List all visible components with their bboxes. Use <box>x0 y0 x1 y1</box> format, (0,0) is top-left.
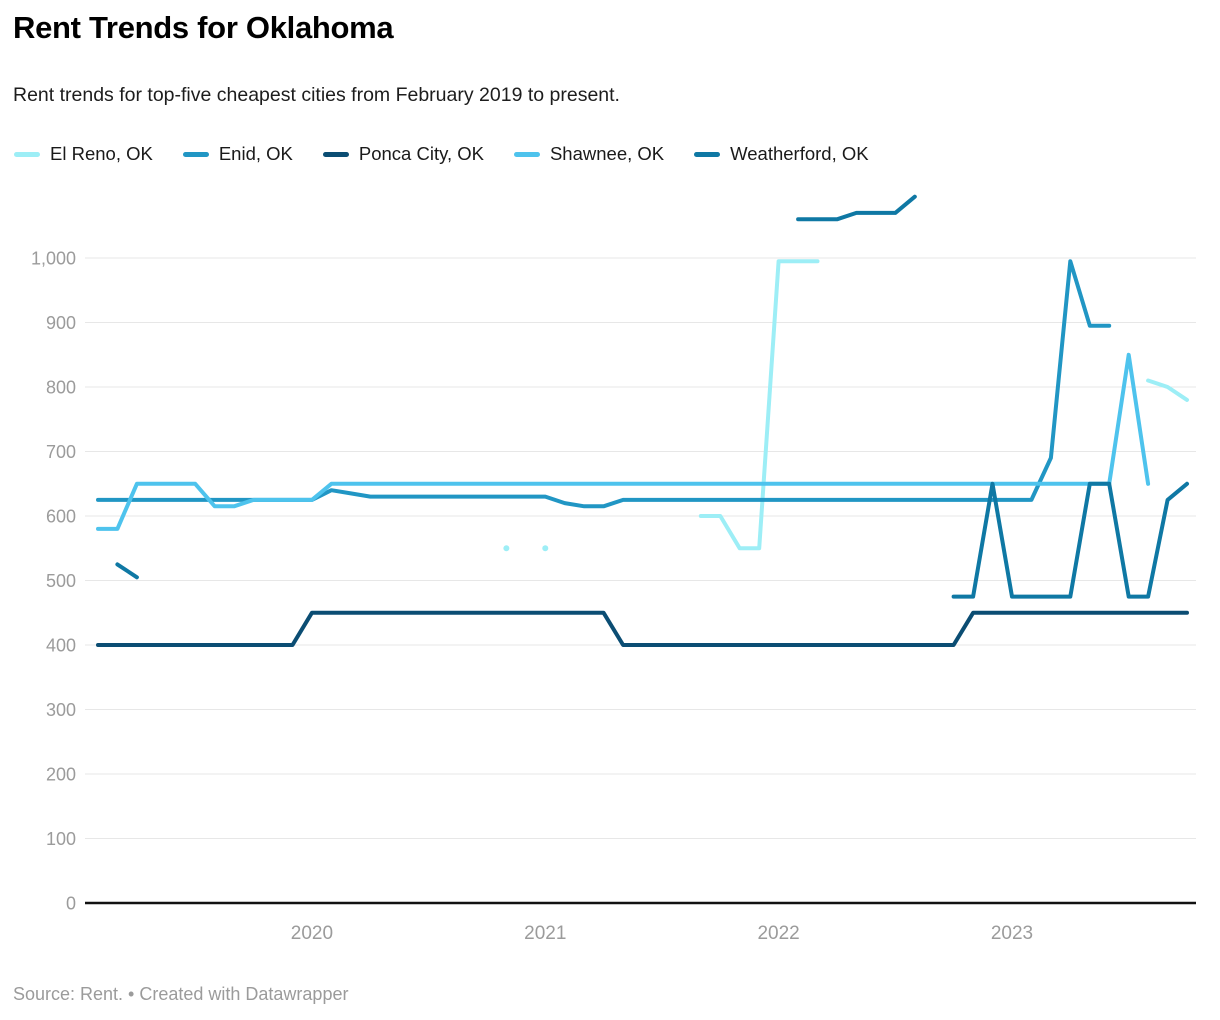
y-tick-label: 900 <box>46 313 76 333</box>
x-tick-label: 2023 <box>991 923 1033 944</box>
legend: El Reno, OK Enid, OK Ponca City, OK Shawnee… <box>14 143 869 165</box>
series-weatherford-ok <box>115 194 1189 599</box>
legend-item-shawnee-ok: Shawnee, OK <box>513 143 665 165</box>
legend-swatch-icon <box>694 151 721 157</box>
x-tick-label: 2021 <box>524 923 566 944</box>
series-line <box>1146 378 1189 402</box>
legend-item-el-reno-ok: El Reno, OK <box>14 143 153 165</box>
data-point <box>503 545 510 552</box>
y-tick-label: 700 <box>46 442 76 462</box>
legend-label: Shawnee, OK <box>549 143 665 164</box>
x-tick-label: 2022 <box>757 923 799 944</box>
series-line <box>951 481 1189 599</box>
legend-item-ponca-city-ok: Ponca City, OK <box>322 143 484 165</box>
legend-label: El Reno, OK <box>50 143 153 164</box>
y-tick-label: 0 <box>66 894 76 914</box>
legend-label: Enid, OK <box>218 143 293 164</box>
data-point <box>542 545 549 552</box>
y-tick-label: 1,000 <box>31 249 76 269</box>
y-tick-label: 800 <box>46 378 76 398</box>
source-attribution: Source: Rent. • Created with Datawrapper <box>13 984 349 1004</box>
legend-swatch-icon <box>513 151 540 157</box>
y-tick-label: 100 <box>46 829 76 849</box>
series-line <box>698 259 820 551</box>
legend-item-enid-ok: Enid, OK <box>182 143 293 165</box>
legend-item-weatherford-ok: Weatherford, OK <box>694 143 869 165</box>
series-shawnee-ok <box>96 352 1151 531</box>
series-line <box>96 352 1151 531</box>
legend-swatch-icon <box>14 151 40 157</box>
series-el-reno-ok <box>503 259 1189 552</box>
legend-swatch-icon <box>182 151 209 157</box>
series-line <box>96 610 1189 647</box>
chart-subtitle: Rent trends for top-five cheapest cities… <box>13 84 620 106</box>
legend-label: Ponca City, OK <box>358 143 484 164</box>
y-tick-label: 600 <box>46 507 76 527</box>
series-line <box>796 194 917 222</box>
y-tick-label: 500 <box>46 571 76 591</box>
y-tick-label: 200 <box>46 765 76 785</box>
x-tick-label: 2020 <box>291 923 333 944</box>
series-line <box>96 259 1112 509</box>
series-ponca-city-ok <box>96 610 1189 647</box>
y-tick-label: 300 <box>46 700 76 720</box>
series-enid-ok <box>96 259 1112 509</box>
series-line <box>115 562 139 580</box>
page-title: Rent Trends for Oklahoma <box>13 10 394 45</box>
y-tick-label: 400 <box>46 636 76 656</box>
legend-swatch-icon <box>322 151 349 157</box>
legend-label: Weatherford, OK <box>730 143 869 164</box>
